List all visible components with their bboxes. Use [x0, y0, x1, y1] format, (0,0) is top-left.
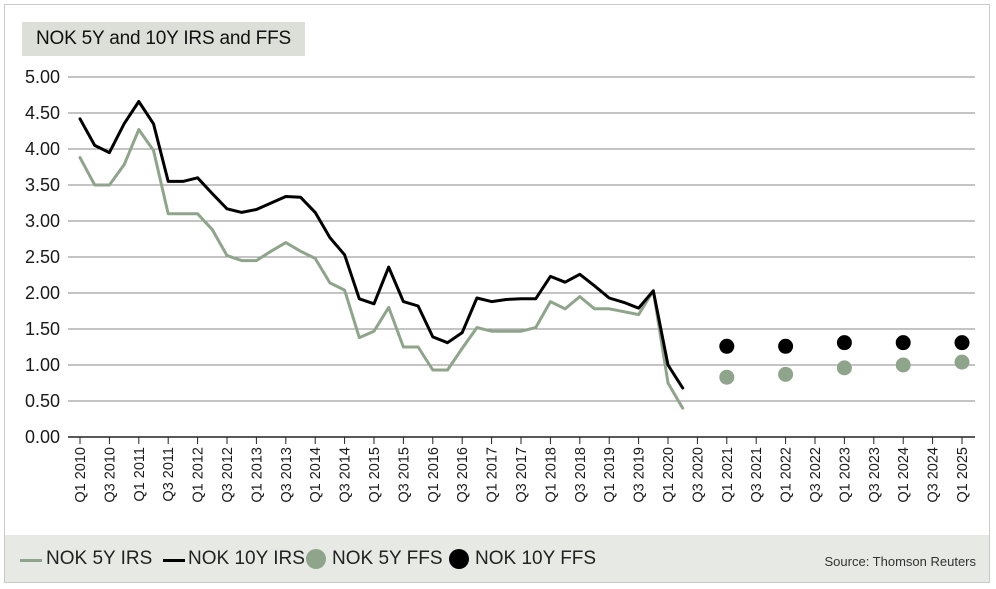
x-tick-label: Q3 2021	[749, 447, 765, 503]
x-tick-label: Q3 2011	[161, 447, 177, 502]
point-5y-ffs	[836, 360, 852, 376]
x-tick-label: Q3 2016	[455, 447, 471, 503]
legend-label-5y-irs: NOK 5Y IRS	[46, 548, 153, 569]
point-10y-ffs	[778, 338, 794, 354]
series-line-10y-irs	[78, 100, 685, 390]
legend-swatch-5y-ffs	[306, 549, 326, 569]
x-tick-label: Q1 2017	[485, 447, 501, 503]
x-tick-label: Q1 2019	[602, 447, 618, 503]
legend-label-10y-irs: NOK 10Y IRS	[188, 548, 305, 569]
y-tick-label: 1.00	[25, 355, 60, 375]
x-tick-label: Q3 2014	[338, 447, 354, 503]
legend-swatch-10y-irs	[163, 559, 185, 562]
x-tick-label: Q3 2017	[514, 447, 530, 503]
x-tick-label: Q1 2018	[543, 447, 559, 503]
y-tick-label: 0.00	[25, 427, 60, 447]
y-tick-label: 1.50	[25, 319, 60, 339]
y-tick-label: 3.50	[25, 175, 60, 195]
series-line-5y-irs	[78, 128, 685, 410]
x-tick-label: Q3 2015	[396, 447, 412, 503]
legend-label-5y-ffs: NOK 5Y FFS	[332, 548, 443, 569]
y-tick-label: 4.00	[25, 139, 60, 159]
x-tick-label: Q1 2025	[955, 447, 971, 503]
point-5y-ffs	[954, 354, 970, 370]
x-tick-label: Q1 2020	[661, 447, 677, 503]
legend-label-10y-ffs: NOK 10Y FFS	[475, 548, 597, 569]
legend-swatch-5y-irs	[20, 559, 42, 562]
point-10y-ffs	[954, 335, 970, 351]
y-tick-label: 0.50	[25, 391, 60, 411]
x-tick-label: Q3 2012	[220, 447, 236, 503]
x-tick-label: Q1 2023	[837, 447, 853, 503]
x-tick-label: Q1 2016	[426, 447, 442, 503]
point-10y-ffs	[836, 335, 852, 351]
x-tick-label: Q1 2024	[896, 447, 912, 503]
x-tick-label: Q1 2022	[779, 447, 795, 503]
x-tick-label: Q3 2023	[867, 447, 883, 503]
x-tick-label: Q1 2015	[367, 447, 383, 503]
chart-title: NOK 5Y and 10Y IRS and FFS	[22, 22, 305, 56]
point-10y-ffs	[719, 338, 735, 354]
y-tick-label: 3.00	[25, 211, 60, 231]
x-tick-label: Q3 2019	[632, 447, 648, 503]
y-tick-label: 5.00	[25, 67, 60, 87]
x-tick-label: Q1 2014	[308, 447, 324, 503]
x-tick-label: Q1 2012	[191, 447, 207, 503]
legend-footer	[5, 535, 989, 582]
x-tick-label: Q3 2022	[808, 447, 824, 503]
point-5y-ffs	[778, 366, 794, 382]
point-5y-ffs	[895, 357, 911, 373]
point-10y-ffs	[895, 335, 911, 351]
legend-swatch-10y-ffs	[449, 549, 469, 569]
x-tick-label: Q1 2013	[249, 447, 265, 503]
y-tick-label: 2.00	[25, 283, 60, 303]
x-tick-label: Q1 2010	[73, 447, 89, 503]
x-tick-label: Q1 2021	[720, 447, 736, 503]
x-tick-label: Q1 2011	[132, 447, 148, 502]
x-tick-label: Q3 2024	[926, 447, 942, 503]
y-tick-label: 2.50	[25, 247, 60, 267]
x-tick-label: Q3 2020	[690, 447, 706, 503]
x-tick-label: Q3 2018	[573, 447, 589, 503]
point-5y-ffs	[719, 369, 735, 385]
x-tick-label: Q3 2010	[102, 447, 118, 503]
chart-frame	[4, 4, 990, 583]
x-tick-label: Q3 2013	[279, 447, 295, 503]
y-tick-label: 4.50	[25, 103, 60, 123]
source-note: Source: Thomson Reuters	[824, 554, 977, 569]
